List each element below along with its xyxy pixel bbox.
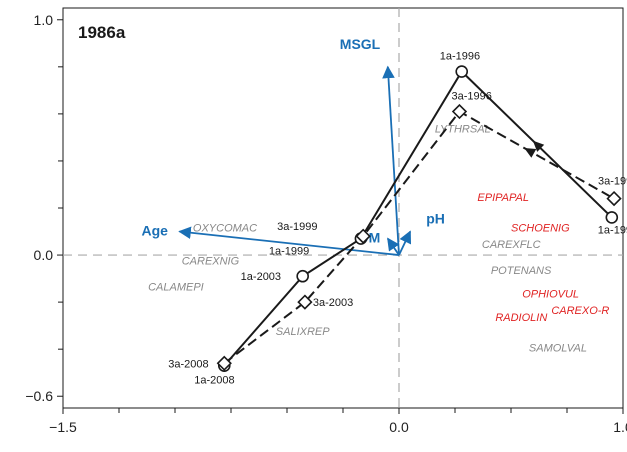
series-layer: 1a-2008 1a-2003 1a-1999 1a-1996 1a-1991 3a-20… <box>168 51 627 387</box>
site-marker-diamond <box>216 355 232 371</box>
site-marker-diamond <box>355 228 371 244</box>
trend-arrowhead <box>524 148 537 158</box>
species-label: SCHOENIG <box>511 223 570 235</box>
species-label: OXYCOMAC <box>193 223 257 235</box>
species-label: OPHIOVUL <box>522 288 579 300</box>
axis-layer: −1.5 0.0 1.0 −0.6 0.0 1.0 <box>25 12 627 435</box>
y-tick-label: 1.0 <box>34 12 54 28</box>
trend-arrowhead <box>532 140 545 152</box>
vector-layer: MSGLAgeOMpH <box>141 36 445 256</box>
site-label: 3a-1991 <box>598 176 627 188</box>
trajectory-line <box>223 69 613 367</box>
vector-arrow <box>387 237 400 256</box>
vector-label: pH <box>426 211 445 227</box>
site-label: 1a-1996 <box>440 51 480 63</box>
site-label: 3a-1999 <box>277 221 317 233</box>
site-marker-diamond <box>606 190 622 207</box>
site-marker-diamond <box>451 103 468 120</box>
vector-label: MSGL <box>340 36 381 52</box>
vector-arrow <box>398 230 412 256</box>
site-label: 3a-2003 <box>313 297 353 309</box>
site-label: 3a-1996 <box>451 91 491 103</box>
species-label: POTENANS <box>491 265 552 277</box>
site-marker-circle <box>296 269 309 283</box>
species-label: SAMOLVAL <box>529 343 587 355</box>
x-tick-label: 0.0 <box>389 419 409 435</box>
site-label: 1a-2003 <box>241 271 281 283</box>
vector-arrow <box>382 65 400 256</box>
site-label: 1a-1999 <box>269 246 309 258</box>
y-tick-label: −0.6 <box>25 388 53 404</box>
vector-arrow <box>178 226 400 256</box>
species-label: SALIXREP <box>276 326 330 338</box>
site-marker-diamond <box>297 294 313 310</box>
species-label: LYTHRSAL <box>435 124 491 136</box>
species-label: CALAMEPI <box>148 281 204 293</box>
x-tick-label: 1.0 <box>613 419 627 435</box>
species-label: CAREXO-R <box>551 305 609 317</box>
zero-lines <box>63 8 623 408</box>
site-label: 1a-2008 <box>194 375 234 387</box>
chart-title: 1986a <box>78 23 126 42</box>
species-label: EPIPAPAL <box>477 192 529 204</box>
species-label: CAREXFLC <box>482 239 541 251</box>
site-label: 3a-2008 <box>168 358 208 370</box>
species-layer: OXYCOMAC CAREXNIG CALAMEPI SALIXREP LYTHRSAL… <box>148 124 609 355</box>
species-label: CAREXNIG <box>182 255 240 267</box>
vector-label: Age <box>141 223 168 239</box>
x-tick-label: −1.5 <box>49 419 77 435</box>
site-marker-circle <box>605 211 619 224</box>
y-tick-label: 0.0 <box>34 247 54 263</box>
site-label: 1a-1991 <box>598 224 627 236</box>
site-marker-circle <box>455 65 469 78</box>
species-label: RADIOLIN <box>495 312 547 324</box>
